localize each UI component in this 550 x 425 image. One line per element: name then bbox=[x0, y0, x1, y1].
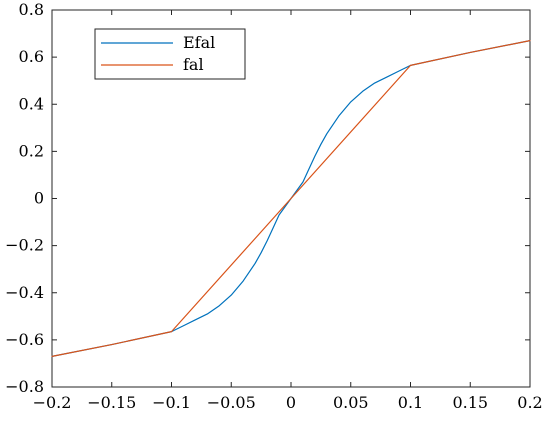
y-tick-label: −0.8 bbox=[5, 377, 44, 396]
y-tick-label: 0.8 bbox=[19, 0, 44, 19]
x-tick-label: 0.1 bbox=[398, 393, 423, 412]
x-tick-label: −0.15 bbox=[87, 393, 136, 412]
x-tick-label: 0.2 bbox=[517, 393, 542, 412]
y-tick-label: 0.6 bbox=[19, 47, 44, 66]
series-line-fal bbox=[51, 40, 531, 357]
legend-label-fal: fal bbox=[183, 55, 204, 74]
x-tick-label: 0.15 bbox=[452, 393, 488, 412]
y-tick-label: 0.2 bbox=[19, 141, 44, 160]
y-tick-label: −0.2 bbox=[5, 236, 44, 255]
x-tick-label: 0 bbox=[286, 393, 296, 412]
y-tick-label: −0.6 bbox=[5, 330, 44, 349]
x-tick-label: −0.05 bbox=[207, 393, 256, 412]
y-tick-label: 0.4 bbox=[19, 94, 44, 113]
legend-box bbox=[94, 28, 246, 80]
legend-label-efal: Efal bbox=[183, 33, 215, 52]
x-tick-label: −0.2 bbox=[33, 393, 72, 412]
y-tick-label: −0.4 bbox=[5, 283, 44, 302]
x-tick-label: −0.1 bbox=[152, 393, 191, 412]
y-tick-label: 0 bbox=[34, 189, 44, 208]
x-tick-label: 0.05 bbox=[333, 393, 369, 412]
